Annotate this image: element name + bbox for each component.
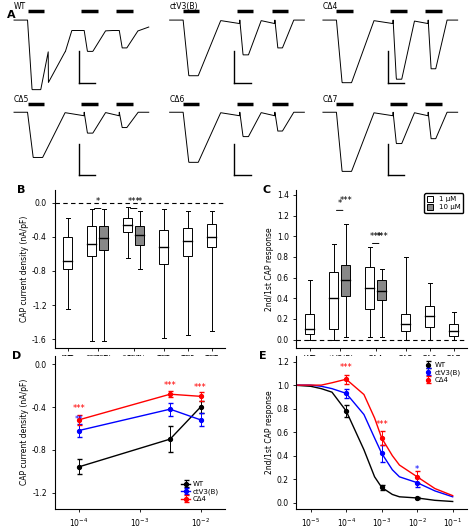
Y-axis label: CAP current density (nA/pF): CAP current density (nA/pF) [20, 216, 29, 322]
Text: *: * [337, 199, 342, 208]
Y-axis label: 2nd/1st CAP response: 2nd/1st CAP response [265, 227, 274, 310]
FancyBboxPatch shape [341, 265, 350, 296]
Y-axis label: CAP current density (nA/pF): CAP current density (nA/pF) [20, 379, 29, 485]
Text: ***: *** [128, 197, 140, 206]
Text: E: E [259, 351, 266, 361]
Text: *: * [96, 197, 100, 206]
Text: (14)(11): (14)(11) [364, 356, 388, 361]
FancyBboxPatch shape [449, 324, 458, 336]
Text: C: C [263, 185, 271, 195]
Text: ***: *** [164, 381, 176, 390]
Text: (13): (13) [158, 355, 170, 359]
Text: (12): (12) [304, 356, 316, 361]
Text: CΔ5: CΔ5 [14, 94, 29, 103]
FancyBboxPatch shape [123, 218, 132, 232]
Text: ***: *** [369, 232, 382, 241]
Text: (13): (13) [400, 356, 412, 361]
Text: ctV3(B): ctV3(B) [170, 3, 198, 12]
Text: *: * [137, 197, 142, 206]
Text: ***: *** [340, 363, 353, 372]
Text: (10): (10) [447, 356, 460, 361]
Text: WT: WT [14, 3, 26, 12]
FancyBboxPatch shape [208, 224, 216, 247]
FancyBboxPatch shape [100, 226, 108, 250]
Text: *: * [415, 465, 419, 474]
Y-axis label: 2nd/1st CAP response: 2nd/1st CAP response [265, 391, 274, 474]
Text: (15)(13): (15)(13) [86, 355, 109, 359]
FancyBboxPatch shape [159, 230, 168, 264]
Text: (10): (10) [424, 356, 436, 361]
Text: ***: *** [339, 196, 352, 205]
FancyBboxPatch shape [365, 267, 374, 308]
Text: (10): (10) [182, 355, 194, 359]
Text: (14)(11): (14)(11) [122, 355, 146, 359]
Text: CΔ4: CΔ4 [323, 3, 338, 12]
Text: CΔ7: CΔ7 [323, 94, 338, 103]
Text: D: D [12, 351, 21, 361]
Text: (10): (10) [206, 355, 218, 359]
Text: (15)(13): (15)(13) [328, 356, 352, 361]
FancyBboxPatch shape [136, 226, 144, 245]
Text: ***: *** [375, 232, 388, 241]
Text: **: ** [74, 415, 83, 424]
FancyBboxPatch shape [329, 272, 338, 329]
FancyBboxPatch shape [377, 280, 386, 300]
Text: (12): (12) [62, 355, 74, 359]
Legend: WT, ctV3(B), CΔ4: WT, ctV3(B), CΔ4 [420, 359, 464, 386]
FancyBboxPatch shape [425, 307, 434, 327]
Text: B: B [17, 185, 26, 195]
FancyBboxPatch shape [64, 237, 72, 269]
Text: A: A [7, 9, 16, 19]
Legend: WT, ctV3(B), CΔ4: WT, ctV3(B), CΔ4 [179, 478, 221, 505]
Text: CΔ6: CΔ6 [170, 94, 185, 103]
FancyBboxPatch shape [401, 314, 410, 331]
Text: ***: *** [73, 404, 85, 414]
FancyBboxPatch shape [305, 314, 314, 335]
Legend: 1 μM, 10 μM: 1 μM, 10 μM [424, 193, 464, 213]
FancyBboxPatch shape [183, 228, 192, 256]
Text: ***: *** [375, 419, 388, 428]
Text: ***: *** [194, 383, 207, 392]
FancyBboxPatch shape [87, 227, 96, 256]
